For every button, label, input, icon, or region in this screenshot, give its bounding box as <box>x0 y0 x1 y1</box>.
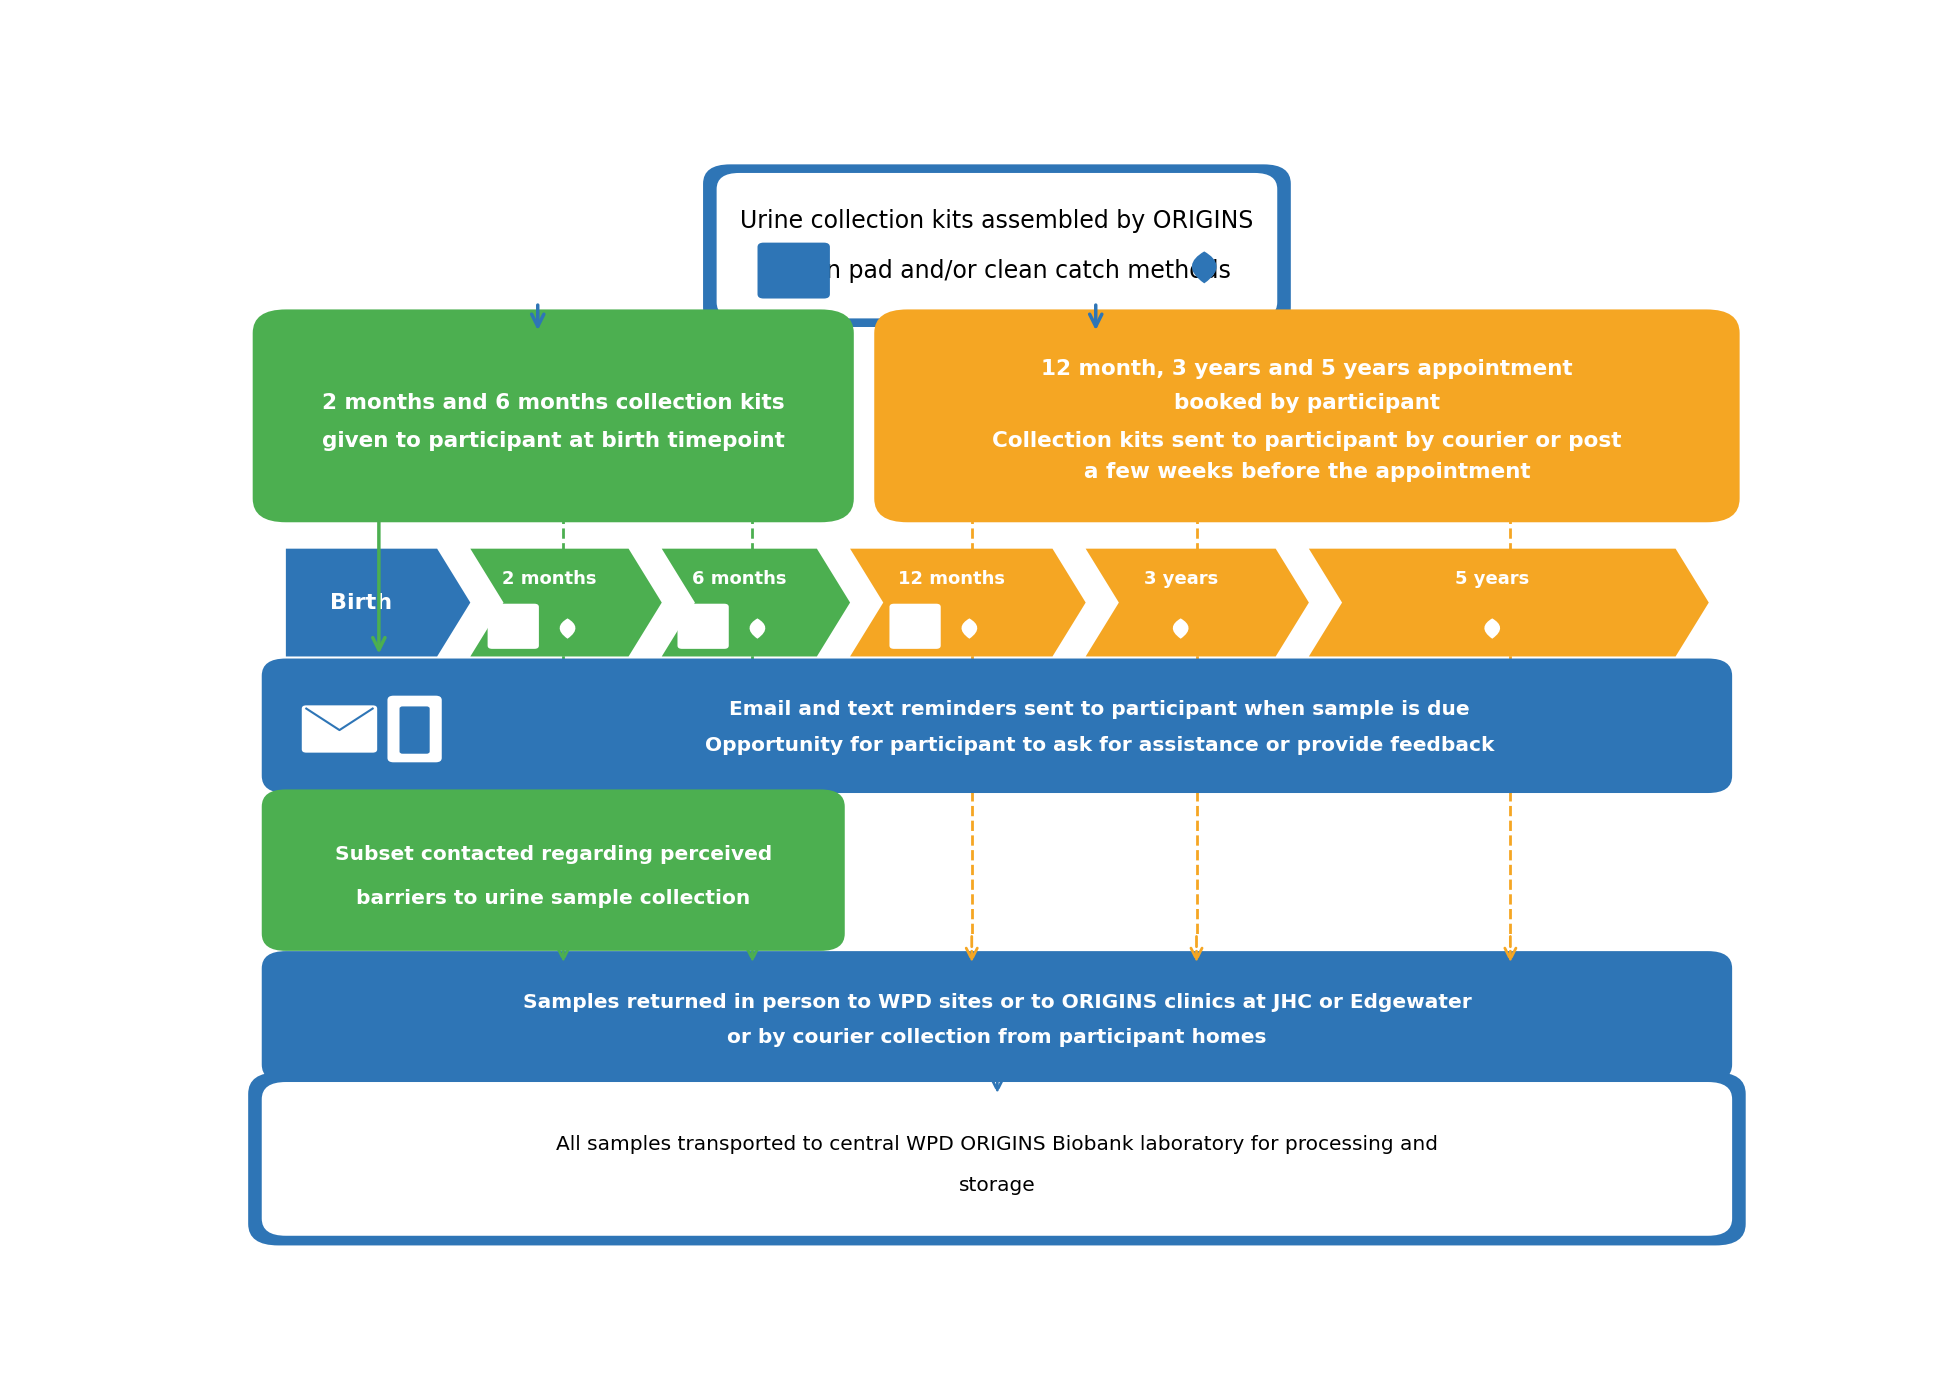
PathPatch shape <box>1191 251 1216 283</box>
Text: Urine collection kits assembled by ORIGINS: Urine collection kits assembled by ORIGI… <box>739 209 1253 233</box>
Text: 2 months: 2 months <box>502 570 597 588</box>
FancyBboxPatch shape <box>703 165 1290 327</box>
FancyBboxPatch shape <box>488 603 539 649</box>
FancyBboxPatch shape <box>757 243 829 299</box>
Text: 2 months and 6 months collection kits: 2 months and 6 months collection kits <box>321 392 784 413</box>
Text: 6 months: 6 months <box>693 570 786 588</box>
Text: booked by participant: booked by participant <box>1173 392 1440 413</box>
Text: Subset contacted regarding perceived: Subset contacted regarding perceived <box>335 846 773 864</box>
FancyBboxPatch shape <box>302 705 378 752</box>
PathPatch shape <box>560 618 576 639</box>
Polygon shape <box>1310 549 1709 656</box>
FancyBboxPatch shape <box>677 603 728 649</box>
Text: 5 years: 5 years <box>1456 570 1530 588</box>
Polygon shape <box>850 549 1086 656</box>
Text: given to participant at birth timepoint: given to participant at birth timepoint <box>321 431 784 451</box>
Polygon shape <box>286 549 471 656</box>
FancyBboxPatch shape <box>387 695 442 762</box>
Text: or by courier collection from participant homes: or by courier collection from participan… <box>728 1027 1267 1047</box>
Polygon shape <box>1086 549 1310 656</box>
Text: 12 months: 12 months <box>897 570 1004 588</box>
Text: storage: storage <box>959 1175 1035 1195</box>
FancyBboxPatch shape <box>263 659 1732 793</box>
Text: barriers to urine sample collection: barriers to urine sample collection <box>356 889 751 907</box>
FancyBboxPatch shape <box>263 789 845 951</box>
PathPatch shape <box>1485 618 1500 639</box>
FancyBboxPatch shape <box>263 951 1732 1082</box>
Text: All samples transported to central WPD ORIGINS Biobank laboratory for processing: All samples transported to central WPD O… <box>557 1135 1438 1154</box>
FancyBboxPatch shape <box>253 310 854 522</box>
FancyBboxPatch shape <box>399 706 430 754</box>
Text: Samples returned in person to WPD sites or to ORIGINS clinics at JHC or Edgewate: Samples returned in person to WPD sites … <box>523 994 1471 1012</box>
Text: Cotton pad and/or clean catch methods: Cotton pad and/or clean catch methods <box>763 258 1232 282</box>
PathPatch shape <box>778 255 800 281</box>
Text: Birth: Birth <box>331 592 393 613</box>
Polygon shape <box>471 549 662 656</box>
PathPatch shape <box>961 618 977 639</box>
Text: a few weeks before the appointment: a few weeks before the appointment <box>1084 462 1530 482</box>
FancyBboxPatch shape <box>249 1072 1746 1245</box>
Text: Opportunity for participant to ask for assistance or provide feedback: Opportunity for participant to ask for a… <box>704 736 1495 755</box>
PathPatch shape <box>1173 618 1189 639</box>
FancyBboxPatch shape <box>263 1082 1732 1235</box>
Polygon shape <box>662 549 850 656</box>
FancyBboxPatch shape <box>889 603 940 649</box>
PathPatch shape <box>749 618 765 639</box>
Text: 3 years: 3 years <box>1144 570 1218 588</box>
Text: Collection kits sent to participant by courier or post: Collection kits sent to participant by c… <box>992 431 1621 451</box>
Text: 12 month, 3 years and 5 years appointment: 12 month, 3 years and 5 years appointmen… <box>1041 360 1572 380</box>
FancyBboxPatch shape <box>874 310 1740 522</box>
Text: Email and text reminders sent to participant when sample is due: Email and text reminders sent to partici… <box>730 701 1469 719</box>
FancyBboxPatch shape <box>716 173 1277 318</box>
